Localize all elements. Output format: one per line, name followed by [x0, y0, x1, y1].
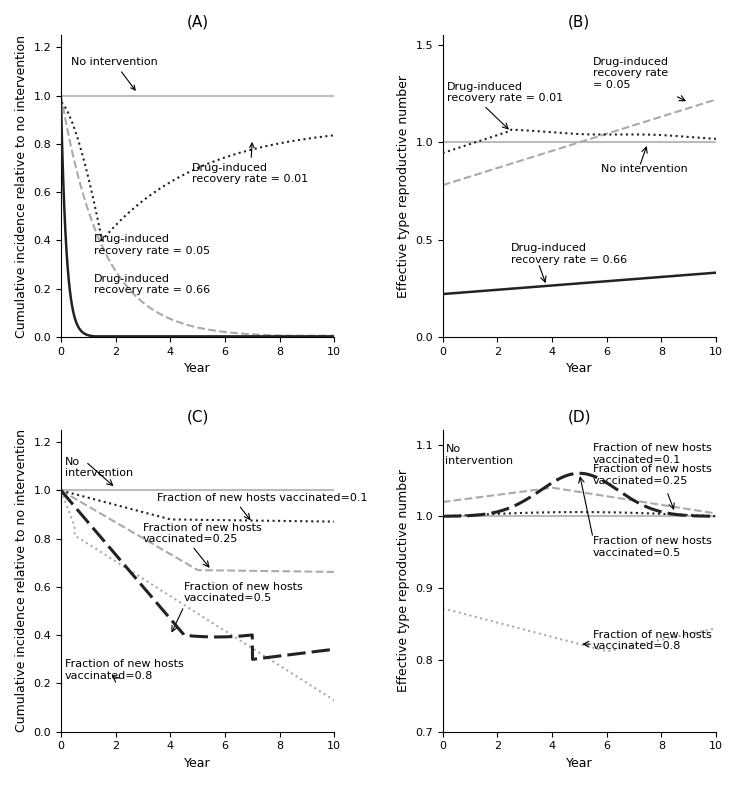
- Text: Drug-induced
recovery rate = 0.01: Drug-induced recovery rate = 0.01: [446, 82, 563, 104]
- X-axis label: Year: Year: [566, 757, 593, 770]
- X-axis label: Year: Year: [566, 362, 593, 375]
- Text: Fraction of new hosts
vaccinated=0.5: Fraction of new hosts vaccinated=0.5: [184, 582, 303, 604]
- Text: Fraction of new hosts
vaccinated=0.8: Fraction of new hosts vaccinated=0.8: [65, 659, 184, 681]
- Title: (A): (A): [187, 15, 209, 30]
- Text: Fraction of new hosts
vaccinated=0.5: Fraction of new hosts vaccinated=0.5: [593, 536, 711, 558]
- Text: Drug-induced
recovery rate
= 0.05: Drug-induced recovery rate = 0.05: [593, 57, 669, 89]
- Y-axis label: Effective type reproductive number: Effective type reproductive number: [397, 75, 410, 298]
- X-axis label: Year: Year: [184, 757, 211, 770]
- Text: Drug-induced
recovery rate = 0.01: Drug-induced recovery rate = 0.01: [192, 143, 308, 184]
- X-axis label: Year: Year: [184, 362, 211, 375]
- Text: No
intervention: No intervention: [446, 444, 514, 466]
- Text: No intervention: No intervention: [601, 163, 688, 173]
- Title: (D): (D): [568, 410, 591, 425]
- Text: Drug-induced
recovery rate = 0.66: Drug-induced recovery rate = 0.66: [511, 243, 627, 265]
- Text: No intervention: No intervention: [71, 57, 157, 90]
- Text: Fraction of new hosts vaccinated=0.1: Fraction of new hosts vaccinated=0.1: [156, 493, 368, 503]
- Text: Fraction of new hosts
vaccinated=0.25: Fraction of new hosts vaccinated=0.25: [143, 523, 262, 544]
- Text: Fraction of new hosts
vaccinated=0.25: Fraction of new hosts vaccinated=0.25: [593, 465, 711, 486]
- Text: No
intervention: No intervention: [65, 457, 134, 478]
- Text: Drug-induced
recovery rate = 0.66: Drug-induced recovery rate = 0.66: [94, 274, 210, 295]
- Y-axis label: Cumulative incidence relative to no intervention: Cumulative incidence relative to no inte…: [15, 429, 28, 732]
- Title: (B): (B): [568, 15, 590, 30]
- Text: Fraction of new hosts
vaccinated=0.8: Fraction of new hosts vaccinated=0.8: [593, 630, 711, 652]
- Y-axis label: Cumulative incidence relative to no intervention: Cumulative incidence relative to no inte…: [15, 35, 28, 338]
- Text: Fraction of new hosts
vaccinated=0.1: Fraction of new hosts vaccinated=0.1: [593, 443, 711, 465]
- Y-axis label: Effective type reproductive number: Effective type reproductive number: [396, 469, 410, 692]
- Title: (C): (C): [187, 410, 209, 425]
- Text: Drug-induced
recovery rate = 0.05: Drug-induced recovery rate = 0.05: [94, 234, 210, 256]
